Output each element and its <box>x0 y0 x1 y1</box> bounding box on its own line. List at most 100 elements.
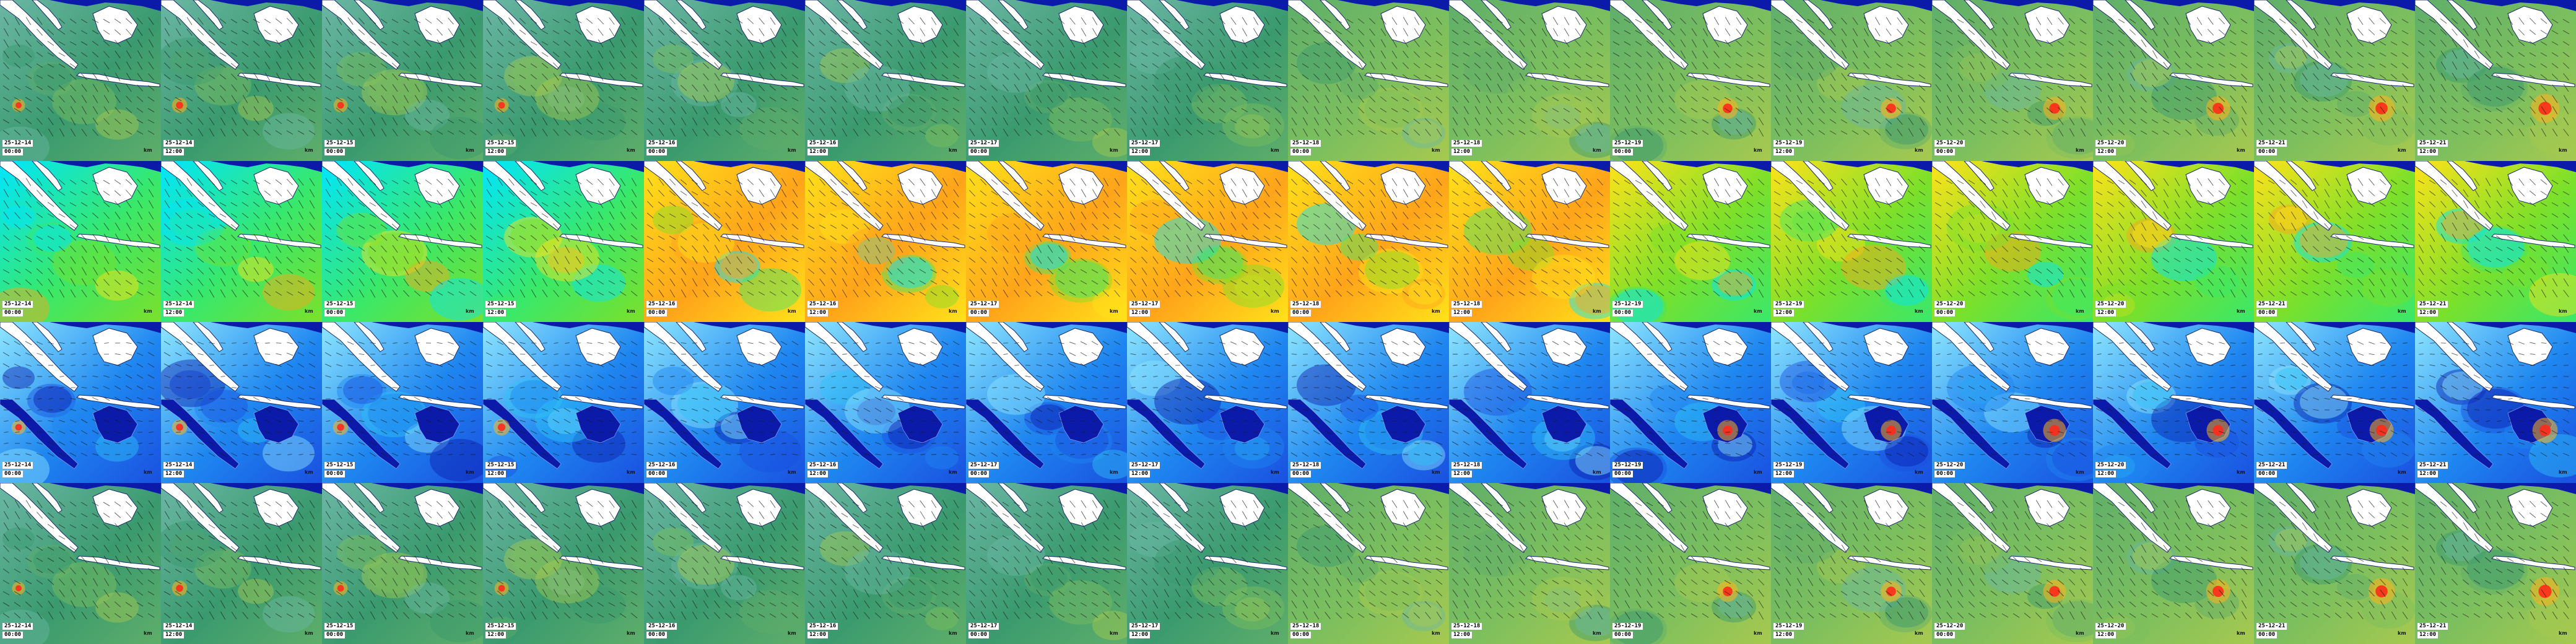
map-tile-swell[interactable]: 25-12-15 00:00 km <box>322 483 483 644</box>
map-tile-swell[interactable]: 25-12-17 00:00 km <box>966 0 1127 161</box>
map-tile-period[interactable]: 25-12-15 00:00 km <box>322 161 483 322</box>
peninsula-landmass <box>32 161 63 191</box>
map-canvas <box>0 161 161 322</box>
map-tile-wind[interactable]: 25-12-17 00:00 km <box>966 322 1127 483</box>
map-tile-period[interactable]: 25-12-16 12:00 km <box>805 161 966 322</box>
frame-time-label: 00:00 <box>1290 471 1312 477</box>
map-tile-swell[interactable]: 25-12-14 00:00 km <box>0 0 161 161</box>
map-tile-wind[interactable]: 25-12-14 00:00 km <box>0 322 161 483</box>
scale-label: km <box>1593 469 1601 475</box>
storm-core <box>2539 424 2551 437</box>
map-tile-swell[interactable]: 25-12-14 12:00 km <box>161 483 322 644</box>
map-tile-wind[interactable]: 25-12-19 12:00 km <box>1771 322 1932 483</box>
map-tile-wind[interactable]: 25-12-21 12:00 km <box>2415 322 2576 483</box>
map-tile-period[interactable]: 25-12-14 12:00 km <box>161 161 322 322</box>
map-tile-swell[interactable]: 25-12-14 12:00 km <box>161 0 322 161</box>
map-tile-wind[interactable]: 25-12-17 12:00 km <box>1127 322 1288 483</box>
borneo-landmass <box>736 167 782 205</box>
map-tile-wind[interactable]: 25-12-20 00:00 km <box>1932 322 2093 483</box>
map-tile-swell[interactable]: 25-12-18 12:00 km <box>1449 483 1610 644</box>
direction-arrows <box>1612 17 1765 137</box>
frame-date-label: 25-12-15 <box>324 140 355 147</box>
map-tile-period[interactable]: 25-12-20 00:00 km <box>1932 161 2093 322</box>
map-tile-period[interactable]: 25-12-17 00:00 km <box>966 161 1127 322</box>
java-landmass <box>1847 72 1931 87</box>
map-canvas <box>2415 322 2576 483</box>
java-landmass <box>398 233 482 248</box>
map-tile-swell[interactable]: 25-12-19 00:00 km <box>1610 483 1771 644</box>
map-tile-wind[interactable]: 25-12-16 00:00 km <box>644 322 805 483</box>
map-tile-wind[interactable]: 25-12-20 12:00 km <box>2093 322 2254 483</box>
map-tile-swell[interactable]: 25-12-16 00:00 km <box>644 0 805 161</box>
coast-shelf <box>644 483 805 494</box>
map-tile-swell[interactable]: 25-12-20 12:00 km <box>2093 0 2254 161</box>
peninsula-landmass <box>32 483 63 513</box>
map-tile-period[interactable]: 25-12-18 00:00 km <box>1288 161 1449 322</box>
map-tile-wind[interactable]: 25-12-16 12:00 km <box>805 322 966 483</box>
frame-time-label: 00:00 <box>646 632 668 638</box>
direction-arrows <box>1129 17 1282 137</box>
map-tile-swell[interactable]: 25-12-16 12:00 km <box>805 483 966 644</box>
map-tile-swell[interactable]: 25-12-19 00:00 km <box>1610 0 1771 161</box>
sumatra-landmass <box>1288 161 1367 231</box>
map-tile-swell[interactable]: 25-12-14 00:00 km <box>0 483 161 644</box>
scale-label: km <box>466 308 474 314</box>
map-tile-swell[interactable]: 25-12-20 00:00 km <box>1932 0 2093 161</box>
map-tile-swell[interactable]: 25-12-20 00:00 km <box>1932 483 2093 644</box>
map-tile-wind[interactable]: 25-12-15 00:00 km <box>322 322 483 483</box>
map-tile-wind[interactable]: 25-12-18 00:00 km <box>1288 322 1449 483</box>
direction-arrows <box>968 341 1121 457</box>
map-tile-swell[interactable]: 25-12-18 12:00 km <box>1449 0 1610 161</box>
map-tile-swell[interactable]: 25-12-17 12:00 km <box>1127 0 1288 161</box>
map-tile-swell[interactable]: 25-12-20 12:00 km <box>2093 483 2254 644</box>
map-tile-wind[interactable]: 25-12-19 00:00 km <box>1610 322 1771 483</box>
map-tile-wind[interactable]: 25-12-15 12:00 km <box>483 322 644 483</box>
direction-arrows <box>485 500 638 620</box>
map-tile-swell[interactable]: 25-12-17 00:00 km <box>966 483 1127 644</box>
map-tile-wind[interactable]: 25-12-21 00:00 km <box>2254 322 2415 483</box>
map-tile-period[interactable]: 25-12-21 00:00 km <box>2254 161 2415 322</box>
map-tile-swell[interactable]: 25-12-21 00:00 km <box>2254 483 2415 644</box>
map-tile-swell[interactable]: 25-12-19 12:00 km <box>1771 483 1932 644</box>
map-tile-period[interactable]: 25-12-19 00:00 km <box>1610 161 1771 322</box>
lower-coast-strip <box>322 399 460 469</box>
map-tile-wind[interactable]: 25-12-18 12:00 km <box>1449 322 1610 483</box>
frame-date-label: 25-12-14 <box>163 623 194 630</box>
frame-time-label: 12:00 <box>1451 310 1473 316</box>
java-landmass <box>881 394 965 409</box>
map-tile-period[interactable]: 25-12-18 12:00 km <box>1449 161 1610 322</box>
map-tile-swell[interactable]: 25-12-16 00:00 km <box>644 483 805 644</box>
map-tile-wind[interactable]: 25-12-14 12:00 km <box>161 322 322 483</box>
frame-date-label: 25-12-21 <box>2256 623 2287 630</box>
map-tile-period[interactable]: 25-12-16 00:00 km <box>644 161 805 322</box>
map-tile-swell[interactable]: 25-12-15 12:00 km <box>483 483 644 644</box>
map-tile-swell[interactable]: 25-12-15 12:00 km <box>483 0 644 161</box>
map-tile-period[interactable]: 25-12-15 12:00 km <box>483 161 644 322</box>
borneo-landmass <box>1058 167 1104 205</box>
map-tile-swell[interactable]: 25-12-19 12:00 km <box>1771 0 1932 161</box>
map-tile-swell[interactable]: 25-12-15 00:00 km <box>322 0 483 161</box>
coast-shelf <box>1771 161 1932 172</box>
map-tile-swell[interactable]: 25-12-18 00:00 km <box>1288 0 1449 161</box>
coast-shelf <box>0 161 161 172</box>
java-landmass <box>881 72 965 87</box>
map-canvas <box>2254 0 2415 161</box>
map-tile-swell[interactable]: 25-12-17 12:00 km <box>1127 483 1288 644</box>
map-tile-swell[interactable]: 25-12-21 12:00 km <box>2415 0 2576 161</box>
map-tile-period[interactable]: 25-12-21 12:00 km <box>2415 161 2576 322</box>
map-tile-swell[interactable]: 25-12-18 00:00 km <box>1288 483 1449 644</box>
map-tile-swell[interactable]: 25-12-16 12:00 km <box>805 0 966 161</box>
sumatra-landmass <box>322 0 401 70</box>
storm-core <box>1723 425 1733 435</box>
map-tile-swell[interactable]: 25-12-21 12:00 km <box>2415 483 2576 644</box>
map-tile-period[interactable]: 25-12-20 12:00 km <box>2093 161 2254 322</box>
java-landmass <box>1847 555 1931 570</box>
map-tile-period[interactable]: 25-12-17 12:00 km <box>1127 161 1288 322</box>
direction-arrows <box>1129 178 1282 298</box>
map-canvas <box>2093 161 2254 322</box>
frame-date-label: 25-12-21 <box>2417 301 2448 308</box>
frame-date-label: 25-12-20 <box>2095 140 2126 147</box>
map-tile-swell[interactable]: 25-12-21 00:00 km <box>2254 0 2415 161</box>
map-tile-period[interactable]: 25-12-19 12:00 km <box>1771 161 1932 322</box>
map-tile-period[interactable]: 25-12-14 00:00 km <box>0 161 161 322</box>
